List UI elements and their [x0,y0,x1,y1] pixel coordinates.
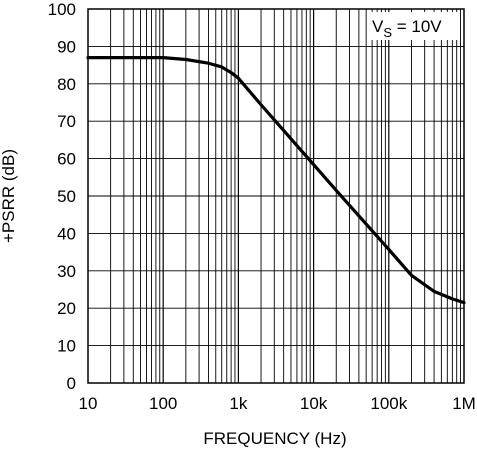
plot-border [87,8,465,384]
grid-layer [88,9,464,383]
x-tick-label: 1M [452,394,476,413]
y-tick-label: 10 [57,337,76,356]
y-tick-label: 50 [57,187,76,206]
annotation-label: VS = 10V [372,17,442,40]
x-tick-label: 100 [149,394,177,413]
x-tick-label: 100k [370,394,407,413]
x-tick-label: 10k [300,394,328,413]
series-layer [86,56,466,305]
y-tick-label: 60 [57,150,76,169]
y-tick-label: 0 [67,374,76,393]
y-axis-title: +PSRR (dB) [0,149,18,243]
psrr-series-line [86,56,466,305]
x-tick-label: 10 [79,394,98,413]
y-tick-label: 20 [57,299,76,318]
y-tick-label: 100 [48,0,76,19]
y-tick-label: 90 [57,37,76,56]
y-tick-label: 80 [57,75,76,94]
x-tick-label: 1k [229,394,247,413]
annotation-box [368,12,460,40]
y-tick-label: 30 [57,262,76,281]
plot-frame [87,8,465,384]
x-axis-title: FREQUENCY (Hz) [203,429,346,448]
annotation-subscript: S [383,25,392,40]
y-tick-label: 40 [57,224,76,243]
y-tick-label: 70 [57,112,76,131]
